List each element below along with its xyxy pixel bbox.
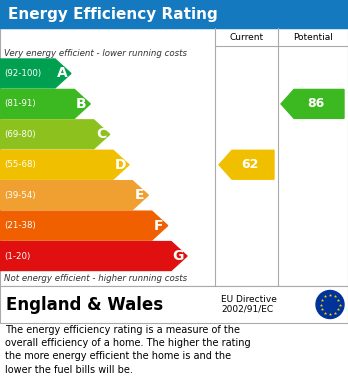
Polygon shape (0, 150, 129, 179)
Polygon shape (0, 90, 90, 118)
Text: (1-20): (1-20) (4, 251, 30, 260)
Text: B: B (76, 97, 87, 111)
Text: 2002/91/EC: 2002/91/EC (221, 305, 273, 314)
Text: (69-80): (69-80) (4, 130, 35, 139)
Polygon shape (0, 181, 148, 210)
Text: Energy Efficiency Rating: Energy Efficiency Rating (8, 7, 218, 22)
Bar (0, 28, 348, 286)
Text: Very energy efficient - lower running costs: Very energy efficient - lower running co… (4, 49, 187, 58)
Text: (92-100): (92-100) (4, 69, 41, 78)
Text: Current: Current (229, 32, 263, 41)
Text: F: F (154, 219, 164, 233)
Text: England & Wales: England & Wales (6, 296, 163, 314)
Text: 86: 86 (307, 97, 324, 110)
Text: (81-91): (81-91) (4, 99, 35, 108)
Text: E: E (135, 188, 144, 202)
Polygon shape (0, 59, 71, 88)
Polygon shape (0, 242, 187, 271)
Text: G: G (173, 249, 184, 263)
Circle shape (316, 291, 344, 319)
Polygon shape (281, 90, 344, 118)
Text: Potential: Potential (293, 32, 333, 41)
Text: EU Directive: EU Directive (221, 295, 277, 304)
Polygon shape (0, 120, 110, 149)
Text: C: C (96, 127, 106, 141)
Polygon shape (0, 211, 168, 240)
Bar (0, 0, 348, 28)
Polygon shape (219, 150, 274, 179)
Bar (0, 286, 348, 323)
Text: 62: 62 (241, 158, 259, 171)
Text: Not energy efficient - higher running costs: Not energy efficient - higher running co… (4, 274, 187, 283)
Text: (21-38): (21-38) (4, 221, 36, 230)
Text: The energy efficiency rating is a measure of the
overall efficiency of a home. T: The energy efficiency rating is a measur… (5, 325, 251, 375)
Text: D: D (114, 158, 126, 172)
Text: A: A (57, 66, 68, 81)
Text: (55-68): (55-68) (4, 160, 36, 169)
Text: (39-54): (39-54) (4, 191, 35, 200)
